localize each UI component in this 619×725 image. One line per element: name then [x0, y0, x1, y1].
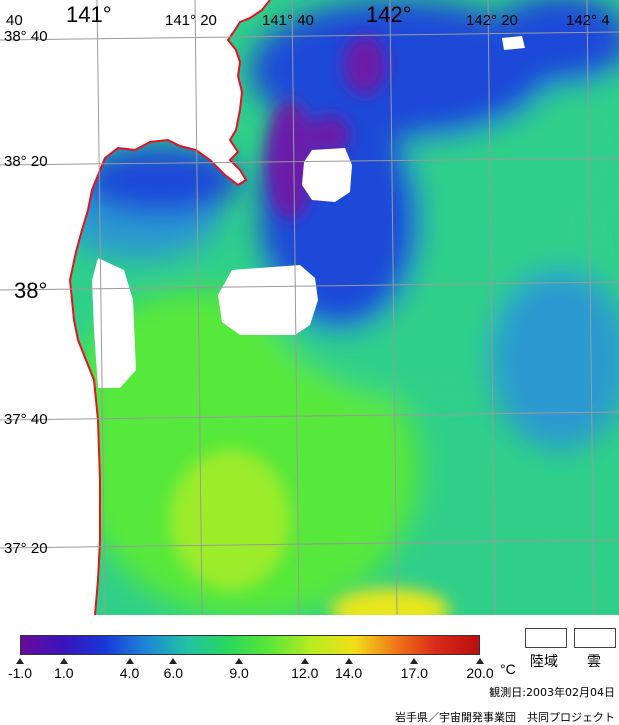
coastline [68, 0, 271, 615]
lon-label-141-20: 141° 20 [165, 12, 217, 29]
legend: -1.0 1.0 4.0 6.0 9.0 12.0 14.0 17.0 20.0 °C 陸域 雲… [0, 615, 619, 725]
colorbar-tick-label: 20.0 [466, 665, 494, 681]
colorbar-tick-label: 4.0 [119, 665, 140, 681]
cloud-legend-label: 雲 [587, 654, 601, 670]
colorbar-tick-label: 12.0 [291, 665, 319, 681]
colorbar-tick-mark [59, 658, 68, 664]
colorbar-tick-label: 14.0 [334, 665, 363, 681]
unit-label: °C [500, 661, 516, 677]
graticule [0, 0, 619, 615]
lat-label-38: 38° [14, 278, 48, 303]
colorbar-tick-mark [16, 658, 24, 664]
colorbar-tick-mark [410, 658, 419, 664]
sst-map: 38° 40 38° 20 38° 37° 40 37° 20 40 141° … [0, 0, 619, 615]
lat-label-37-20: 37° 20 [4, 540, 48, 557]
colorbar-tick-mark [235, 658, 244, 664]
lat-label-38-20: 38° 20 [4, 153, 48, 170]
colorbar-tick-mark [169, 658, 178, 664]
colorbar-tick-label: 1.0 [54, 665, 74, 681]
colorbar-tick-label: -1.0 [7, 665, 33, 681]
colorbar-tick-label: 6.0 [163, 665, 184, 681]
sst-map-graphic [0, 0, 619, 615]
colorbar-tick-mark [344, 658, 353, 664]
colorbar-tick-mark [125, 658, 134, 664]
lat-label-37-40: 37° 40 [4, 411, 48, 428]
lon-label-140-40: 40 [6, 12, 23, 29]
lon-label-141: 141° [66, 2, 112, 27]
colorbar-tick-label: 9.0 [229, 665, 249, 681]
colorbar-tick-label: 17.0 [400, 665, 428, 681]
cloud-swatch [574, 628, 616, 648]
lon-label-142-20: 142° 20 [466, 12, 518, 29]
land-swatch [525, 628, 567, 648]
observation-date: 観測日:2003年02月04日 [489, 686, 615, 699]
colorbar-tick-mark [476, 658, 484, 664]
temperature-colorbar [20, 635, 480, 655]
lon-label-141-40: 141° 40 [262, 12, 314, 29]
lon-label-142-40: 142° 4 [566, 12, 610, 29]
lon-label-142: 142° [366, 2, 412, 27]
colorbar-tick-mark [300, 658, 309, 664]
land-legend-label: 陸域 [530, 654, 558, 670]
lat-label-38-40: 38° 40 [4, 28, 48, 45]
credit-text: 岩手県／宇宙開発事業団 共同プロジェクト [395, 711, 615, 724]
